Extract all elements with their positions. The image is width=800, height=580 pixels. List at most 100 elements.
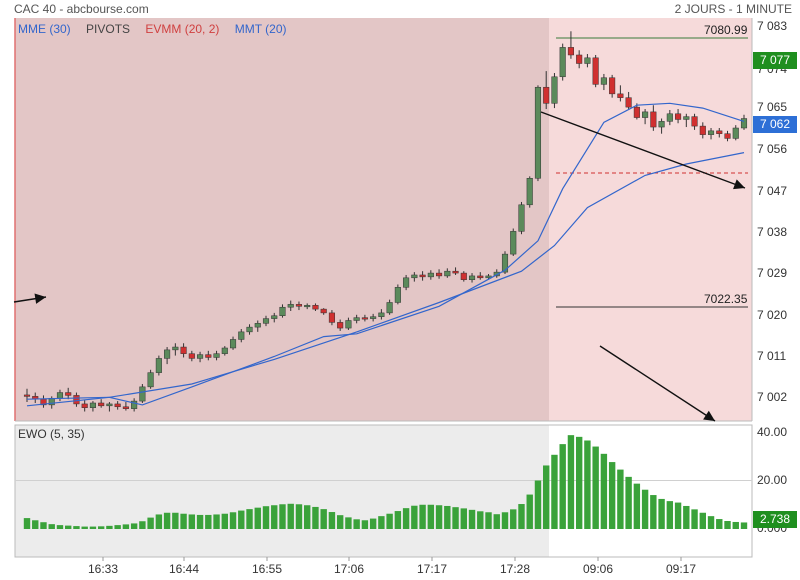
ewo-bar	[394, 511, 402, 529]
annotation-arrow-bottom	[599, 345, 716, 422]
ewo-title[interactable]: EWO (5, 35)	[18, 427, 85, 441]
ewo-bar	[163, 512, 171, 529]
candle-body	[81, 403, 88, 408]
ewo-bar	[345, 517, 352, 529]
candle-body	[213, 353, 220, 358]
candle-body	[452, 270, 459, 274]
candle-body	[510, 231, 517, 255]
candle-body	[378, 312, 385, 317]
legend-mmt[interactable]: MMT (20)	[234, 22, 287, 36]
ewo-current-bg	[549, 425, 752, 557]
candle-body	[238, 331, 245, 340]
ewo-bar	[534, 480, 542, 529]
candle-body	[246, 326, 253, 333]
ewo-bar	[97, 526, 105, 529]
candle-body	[328, 312, 335, 323]
time-tick: 09:06	[582, 562, 614, 576]
candle-body	[716, 130, 723, 134]
candle-body	[576, 54, 583, 64]
candle-body	[592, 57, 599, 85]
candle-body	[650, 111, 657, 128]
ewo-bar	[40, 522, 47, 529]
ewo-bar	[600, 453, 608, 529]
candle-body	[707, 130, 715, 135]
legend-pivots[interactable]: PIVOTS	[86, 22, 131, 36]
ewo-bar	[427, 504, 435, 529]
candle-body	[271, 315, 278, 319]
ewo-bar	[419, 504, 426, 529]
candle-body	[98, 402, 105, 407]
candle-body	[254, 323, 261, 328]
period-label: 2 JOURS - 1 MINUTE	[674, 2, 792, 16]
candle-body	[370, 316, 377, 319]
ewo-bar	[130, 523, 138, 529]
ewo-bar	[328, 512, 336, 529]
time-tick: 16:55	[251, 562, 283, 576]
ewo-bar	[493, 514, 500, 529]
price-tick: 7 083	[757, 19, 788, 33]
candle-body	[675, 113, 682, 120]
legend-evmm[interactable]: EVMM (20, 2)	[145, 22, 220, 36]
ewo-bar	[221, 513, 228, 529]
ewo-bar	[650, 495, 657, 529]
candle-body	[633, 106, 640, 118]
ewo-bar	[353, 519, 360, 529]
price-tick: 7 056	[757, 142, 788, 156]
ewo-bar	[510, 509, 517, 529]
low-level-label: 7022.35	[704, 292, 748, 306]
ewo-bar	[411, 505, 418, 529]
ewo-bar	[89, 526, 97, 529]
candle-body	[353, 317, 360, 321]
candle-body	[625, 97, 632, 108]
candle-body	[526, 178, 533, 206]
ewo-bar	[106, 525, 113, 529]
ewo-bar	[312, 506, 319, 529]
candle-body	[262, 318, 270, 324]
price-tick: 7 011	[757, 349, 787, 363]
candles	[23, 31, 748, 412]
ewo-prev-bg	[15, 425, 549, 557]
candle-body	[617, 93, 624, 98]
ewo-bar	[617, 469, 624, 529]
candle-body	[403, 277, 410, 288]
candle-body	[600, 77, 607, 85]
ewo-bar	[238, 510, 245, 529]
ewo-bar	[279, 504, 286, 529]
ewo-bar	[444, 505, 451, 529]
price-tick: 7 065	[757, 100, 788, 114]
ewo-bar	[23, 518, 31, 529]
ewo-bar	[460, 508, 467, 529]
ewo-tick: 40.00	[757, 425, 788, 439]
arrow-shaft	[540, 111, 746, 189]
ewo-bar	[452, 507, 459, 529]
candle-body	[534, 86, 542, 179]
ewo-bar	[691, 509, 698, 529]
candle-body	[23, 394, 31, 397]
candle-body	[485, 275, 492, 279]
ewo-bar	[559, 444, 566, 529]
ewo-bar	[147, 517, 154, 529]
legend-mme[interactable]: MME (30)	[18, 22, 71, 36]
ewo-bar	[608, 462, 616, 529]
ewo-bar	[196, 514, 204, 529]
candle-body	[65, 392, 72, 396]
candle-body	[304, 305, 311, 308]
ewo-bar	[732, 521, 739, 529]
arrow-head	[733, 179, 745, 190]
ewo-bar	[402, 508, 410, 529]
candle-body	[386, 302, 393, 314]
candle-body	[345, 320, 352, 329]
indicator-legend: MME (30) PIVOTS EVMM (20, 2) MMT (20)	[18, 22, 299, 36]
ewo-bar	[73, 526, 80, 529]
candle-body	[642, 111, 649, 118]
time-tick: 16:44	[168, 562, 200, 576]
annotation-arrow-left	[13, 293, 47, 304]
candle-body	[493, 271, 500, 277]
candle-body	[477, 275, 484, 279]
candle-body	[139, 386, 146, 402]
ewo-bar	[526, 494, 533, 529]
price-tick: 7 047	[757, 184, 788, 198]
candle-body	[172, 346, 179, 351]
candle-body	[666, 113, 673, 122]
